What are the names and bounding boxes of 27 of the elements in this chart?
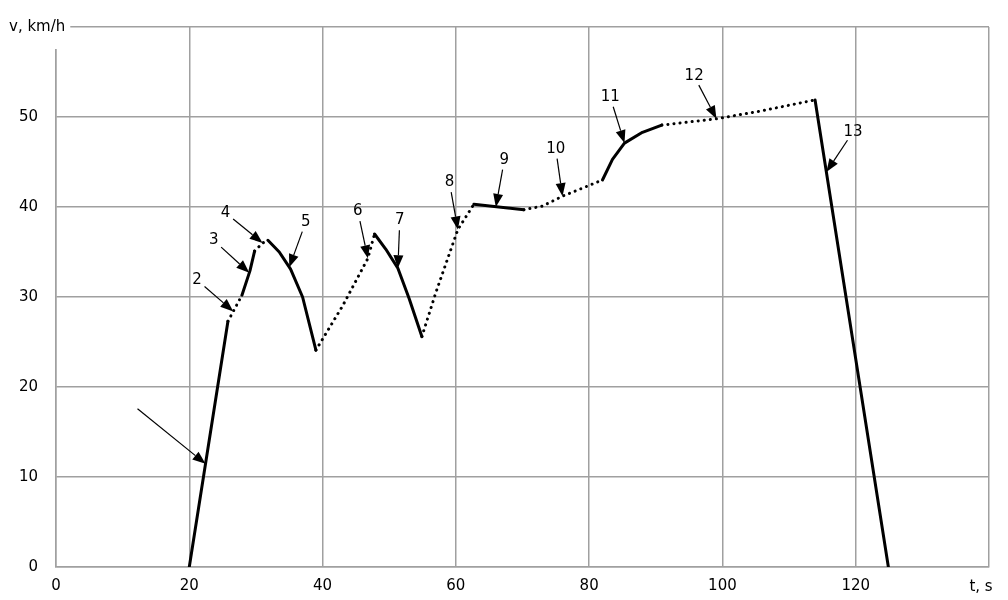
- x-tick-label: 100: [708, 575, 737, 594]
- y-tick-label: 10: [18, 466, 38, 485]
- annotation: 6: [353, 201, 363, 220]
- annotation: 9: [499, 149, 510, 168]
- x-tick-label: 120: [841, 575, 871, 594]
- y-tick-label: 50: [18, 106, 38, 125]
- x-tick-label: 20: [179, 575, 199, 594]
- y-tick-label: 30: [18, 286, 38, 305]
- annotation: 8: [444, 172, 455, 191]
- annotation: 4: [220, 202, 231, 221]
- annotation: 3: [208, 230, 219, 249]
- x-axis-title: t, s: [969, 576, 993, 595]
- annotation: 5: [300, 212, 311, 231]
- annotation: 11: [600, 87, 620, 106]
- y-tick-label: 40: [18, 196, 38, 215]
- x-tick-label: 40: [313, 575, 333, 594]
- annotation: 10: [546, 138, 566, 157]
- annotation: 7: [395, 210, 405, 229]
- y-tick-label: 20: [18, 376, 38, 395]
- y-tick-label: 0: [28, 556, 38, 575]
- x-tick-label: 80: [579, 575, 599, 594]
- annotation: 13: [843, 121, 863, 140]
- x-tick-label: 60: [446, 575, 466, 594]
- annotation: 12: [684, 66, 704, 85]
- x-tick-label: 0: [51, 575, 61, 594]
- y-axis-title: v, km/h: [9, 16, 66, 35]
- annotation: 2: [192, 269, 202, 288]
